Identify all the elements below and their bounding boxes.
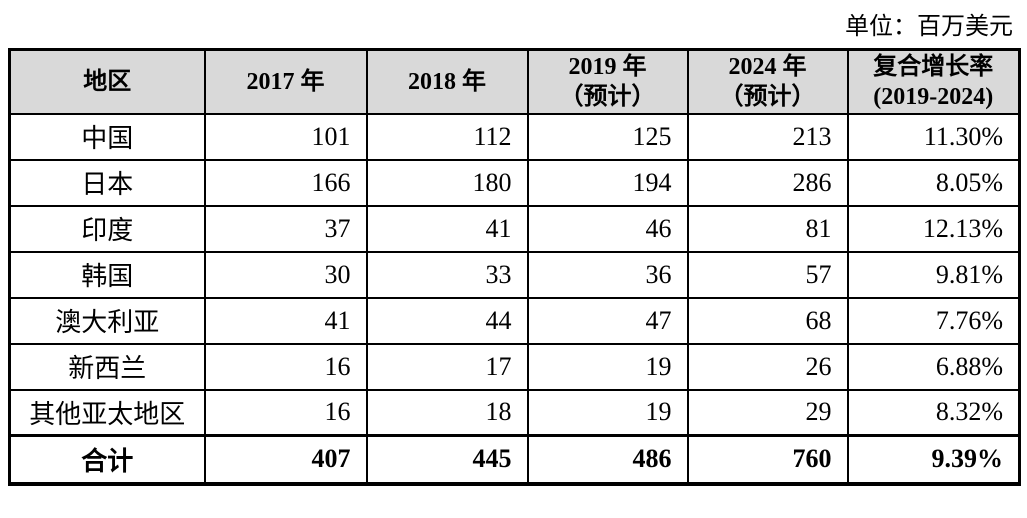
value-cell: 47 (526, 296, 689, 345)
region-cell: 韩国 (8, 250, 206, 299)
region-cell: 印度 (8, 204, 206, 253)
cagr-cell: 8.32% (846, 388, 1021, 437)
value-cell: 68 (686, 296, 849, 345)
value-cell: 26 (686, 342, 849, 391)
col-header-label: 2018 年 (408, 68, 486, 95)
total-value-cell: 760 (686, 434, 849, 485)
value-cell: 81 (686, 204, 849, 253)
table-row-japan: 日本 166 180 194 286 8.05% (8, 158, 1021, 207)
value-cell: 286 (686, 158, 849, 207)
region-cell: 中国 (8, 112, 206, 161)
value-cell: 37 (203, 204, 368, 253)
table-row-other-apac: 其他亚太地区 16 18 19 29 8.32% (8, 388, 1021, 437)
region-cell: 日本 (8, 158, 206, 207)
value-cell: 112 (365, 112, 529, 161)
table-row-china: 中国 101 112 125 213 11.30% (8, 112, 1021, 161)
value-cell: 16 (203, 342, 368, 391)
value-cell: 194 (526, 158, 689, 207)
col-header-sublabel: （预计） (719, 83, 816, 110)
cagr-cell: 8.05% (846, 158, 1021, 207)
col-header-sublabel: (2019-2024) (873, 83, 994, 110)
col-header-sublabel: （预计） (559, 83, 656, 110)
table-row-new-zealand: 新西兰 16 17 19 26 6.88% (8, 342, 1021, 391)
region-cell: 新西兰 (8, 342, 206, 391)
value-cell: 29 (686, 388, 849, 437)
col-header-label: 2019 年 (568, 53, 647, 80)
total-value-cell: 486 (526, 434, 689, 485)
value-cell: 57 (686, 250, 849, 299)
value-cell: 16 (203, 388, 368, 437)
value-cell: 166 (203, 158, 368, 207)
value-cell: 125 (526, 112, 689, 161)
total-value-cell: 445 (365, 434, 529, 485)
col-header-region: 地区 (8, 48, 206, 115)
col-header-2017: 2017 年 (203, 48, 368, 115)
cagr-cell: 9.81% (846, 250, 1021, 299)
cagr-cell: 7.76% (846, 296, 1021, 345)
cagr-cell: 6.88% (846, 342, 1021, 391)
region-cell: 其他亚太地区 (8, 388, 206, 437)
total-value-cell: 407 (203, 434, 368, 485)
col-header-2019-forecast: 2019 年 （预计） (526, 48, 689, 115)
value-cell: 30 (203, 250, 368, 299)
value-cell: 180 (365, 158, 529, 207)
cagr-cell: 11.30% (846, 112, 1021, 161)
value-cell: 19 (526, 342, 689, 391)
table-row-korea: 韩国 30 33 36 57 9.81% (8, 250, 1021, 299)
cagr-cell: 12.13% (846, 204, 1021, 253)
value-cell: 36 (526, 250, 689, 299)
region-cell: 澳大利亚 (8, 296, 206, 345)
value-cell: 33 (365, 250, 529, 299)
value-cell: 41 (365, 204, 529, 253)
value-cell: 101 (203, 112, 368, 161)
unit-label: 单位：百万美元 (845, 14, 1013, 40)
total-row: 合计 407 445 486 760 9.39% (8, 434, 1021, 485)
value-cell: 19 (526, 388, 689, 437)
table-row-australia: 澳大利亚 41 44 47 68 7.76% (8, 296, 1021, 345)
col-header-label: 复合增长率 (873, 53, 994, 80)
value-cell: 213 (686, 112, 849, 161)
value-cell: 17 (365, 342, 529, 391)
col-header-2018: 2018 年 (365, 48, 529, 115)
col-header-cagr: 复合增长率 (2019-2024) (846, 48, 1021, 115)
value-cell: 44 (365, 296, 529, 345)
table-row-india: 印度 37 41 46 81 12.13% (8, 204, 1021, 253)
col-header-label: 2017 年 (246, 68, 325, 95)
header-row: 地区 2017 年 2018 年 2019 年 （预计） 2024 年 (8, 48, 1021, 115)
col-header-2024-forecast: 2024 年 （预计） (686, 48, 849, 115)
value-cell: 41 (203, 296, 368, 345)
total-cagr-cell: 9.39% (846, 434, 1021, 485)
total-label-cell: 合计 (8, 434, 206, 485)
value-cell: 18 (365, 388, 529, 437)
region-market-size-table: 地区 2017 年 2018 年 2019 年 （预计） 2024 年 (8, 48, 1021, 486)
value-cell: 46 (526, 204, 689, 253)
document-page: 单位：百万美元 地区 2017 年 2018 年 (8, 14, 1021, 486)
col-header-label: 地区 (83, 68, 132, 95)
col-header-label: 2024 年 (728, 53, 807, 80)
